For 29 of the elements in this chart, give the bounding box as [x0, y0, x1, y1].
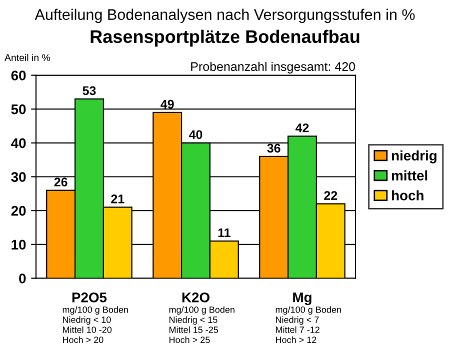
data-label: 49: [160, 100, 174, 109]
y-tick-label: 40: [11, 138, 26, 148]
text: mg/100 g Boden Niedrig < 7 Mittel 7 -12 Hoch > 12: [276, 306, 341, 344]
text: mg/100 g Boden Niedrig < 15 Mittel 15 -25 Hoch > 25: [169, 306, 234, 344]
x-tick-label: Mg: [293, 292, 312, 306]
y-tick-label: 20: [11, 206, 26, 216]
data-label: 36: [267, 144, 280, 153]
data-label: 40: [188, 130, 202, 140]
y-tick-label: 50: [11, 104, 26, 114]
data-label: 26: [54, 178, 68, 186]
data-label: 53: [82, 86, 96, 96]
legend-label: niedrig: [392, 150, 436, 164]
y-tick-label: 0: [19, 274, 26, 284]
x-tick-label: P2O5: [72, 292, 107, 302]
y-tick-label: 10: [12, 240, 26, 250]
chart-title: Rasensportplätze Bodenaufbau: [90, 30, 360, 47]
data-label: 42: [295, 123, 309, 132]
data-label: 22: [324, 191, 338, 200]
text: Probenanzahl insgesamt: 420: [191, 62, 356, 74]
data-label: 21: [111, 194, 124, 204]
text: mg/100 g Boden Niedrig < 10 Mittel 10 -20 Hoch > 20: [62, 306, 128, 344]
data-label: 11: [218, 228, 230, 238]
y-tick-label: 30: [11, 172, 26, 182]
y-axis-title: Anteil in %: [4, 54, 50, 62]
y-tick-label: 60: [11, 70, 26, 80]
legend-label: hoch: [392, 190, 424, 200]
chart-subtitle: Aufteilung Bodenanalysen nach Versorgungsstufen in %: [34, 8, 415, 23]
legend-label: mittel: [392, 170, 428, 181]
x-tick-label: K2O: [182, 292, 210, 302]
